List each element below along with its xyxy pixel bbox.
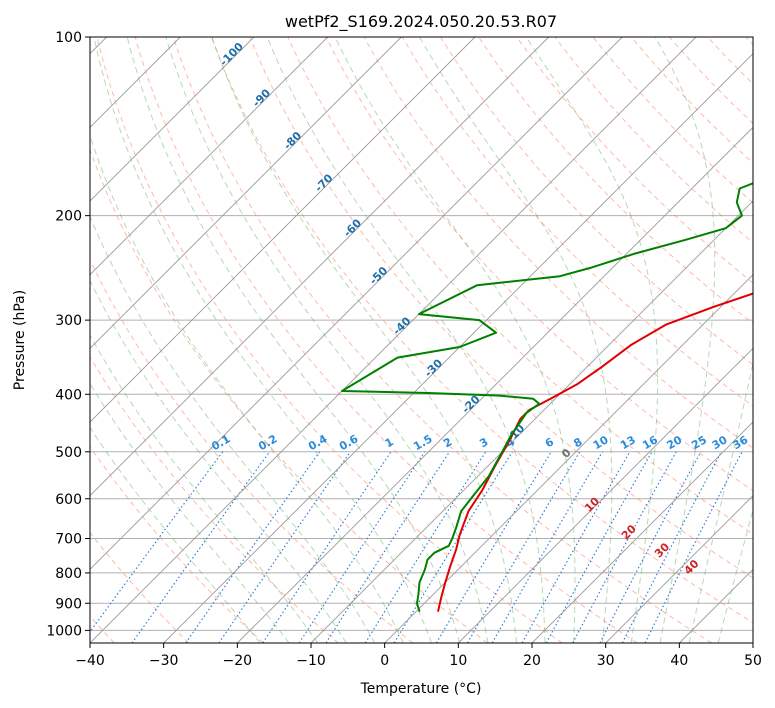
- dry-adiabat: [439, 37, 753, 366]
- y-tick-label: 500: [55, 445, 82, 461]
- isotherm-line: [90, 37, 328, 276]
- isotherm-line: [90, 37, 697, 643]
- mixing-ratio-line: [435, 451, 552, 643]
- mixing-ratio-line: [599, 451, 702, 643]
- isotherm-line: [237, 126, 753, 643]
- x-tick-label: −40: [75, 653, 105, 669]
- pressure-gridlines: [90, 36, 753, 631]
- x-tick-label: 50: [744, 653, 762, 669]
- x-tick-label: 40: [670, 653, 688, 669]
- mixing-ratio-line: [364, 451, 487, 643]
- mixing-ratio-line: [521, 451, 631, 643]
- moist-adiabat: [688, 361, 753, 643]
- moist-adiabat: [90, 215, 376, 643]
- sounding-profiles: [341, 182, 753, 612]
- dry-adiabat: [96, 37, 563, 643]
- y-tick-label: 900: [55, 596, 82, 612]
- moist-adiabat: [165, 37, 489, 643]
- mixing-ratio-line: [644, 451, 743, 643]
- y-tick-label: 300: [55, 313, 82, 329]
- mixing-ratio-line: [131, 451, 271, 643]
- moist-adiabat: [717, 508, 753, 643]
- x-tick-label: 10: [449, 653, 467, 669]
- y-tick-label: 1000: [46, 623, 82, 639]
- y-axis-ticks: 100 200 300 400 500 600 700 800 900 1000: [46, 30, 90, 639]
- temperature-profile-line: [437, 292, 753, 612]
- dry-adiabat: [90, 355, 339, 643]
- moist-adiabat: [334, 37, 576, 643]
- moist-adiabat: [419, 37, 613, 643]
- moist-adiabat: [90, 334, 319, 643]
- moist-adiabats: [90, 37, 753, 643]
- mixing-ratio-line: [325, 451, 451, 643]
- dry-adiabat: [134, 37, 638, 643]
- skewed-isotherms: [90, 37, 753, 643]
- isotherm-line: [90, 37, 402, 349]
- isotherm-line: [531, 421, 753, 643]
- y-tick-label: 400: [55, 387, 82, 403]
- y-tick-label: 700: [55, 532, 82, 548]
- isotherm-line: [310, 200, 753, 643]
- moist-adiabat: [90, 426, 261, 643]
- moist-adiabat: [126, 37, 461, 643]
- y-tick-label: 100: [55, 30, 82, 46]
- dry-adiabat: [90, 148, 488, 643]
- plot-background: [90, 37, 753, 643]
- plot-frame: [89, 36, 754, 644]
- mixing-ratio-line: [262, 451, 392, 643]
- x-tick-label: 0: [380, 653, 389, 669]
- x-tick-label: −30: [149, 653, 179, 669]
- moist-adiabat: [525, 37, 659, 643]
- dry-adiabat: [172, 37, 712, 643]
- x-tick-label: 20: [523, 653, 541, 669]
- y-axis-label: Pressure (hPa): [12, 290, 28, 390]
- mixing-ratio-line: [545, 451, 653, 643]
- dry-adiabat: [249, 37, 753, 579]
- chart-title: wetPf2_S169.2024.050.20.53.R07: [285, 12, 557, 32]
- isotherm-line: [90, 37, 549, 497]
- moist-adiabat: [93, 37, 432, 643]
- dewpoint-profile-line: [341, 182, 753, 612]
- mixing-ratio-line: [185, 451, 321, 643]
- dry-adiabat: [90, 531, 190, 643]
- isotherm-line: [605, 495, 753, 643]
- mixing-ratio-line: [90, 451, 224, 633]
- isotherm-line: [90, 37, 623, 570]
- x-tick-label: −10: [296, 653, 326, 669]
- dry-adiabat: [401, 37, 753, 407]
- isotherm-line: [90, 37, 255, 202]
- y-tick-label: 600: [55, 492, 82, 508]
- isotherm-line: [163, 53, 753, 643]
- dry-adiabat: [211, 37, 753, 624]
- isotherm-line: [752, 642, 753, 643]
- x-axis-ticks: −40 −30 −20 −10 0 10 20 30 40 50: [75, 643, 762, 669]
- y-tick-label: 200: [55, 209, 82, 225]
- mixing-ratio-line: [218, 451, 351, 643]
- dry-adiabat: [90, 445, 264, 643]
- moist-adiabat: [90, 382, 290, 643]
- mixing-ratio-line: [298, 451, 426, 643]
- mixing-ratio-lines: [90, 451, 743, 643]
- x-tick-label: 30: [597, 653, 615, 669]
- moist-adiabat: [266, 37, 546, 643]
- moist-adiabat: [654, 37, 716, 643]
- isotherm-line: [458, 347, 753, 643]
- x-axis-label: Temperature (°C): [360, 681, 482, 697]
- dry-adiabat: [516, 37, 753, 284]
- isotherm-line: [90, 37, 476, 423]
- moist-adiabat: [90, 134, 404, 643]
- x-tick-label: −20: [223, 653, 253, 669]
- y-tick-label: 800: [55, 566, 82, 582]
- isotherm-line: [384, 274, 753, 643]
- mixing-ratio-line: [572, 451, 677, 643]
